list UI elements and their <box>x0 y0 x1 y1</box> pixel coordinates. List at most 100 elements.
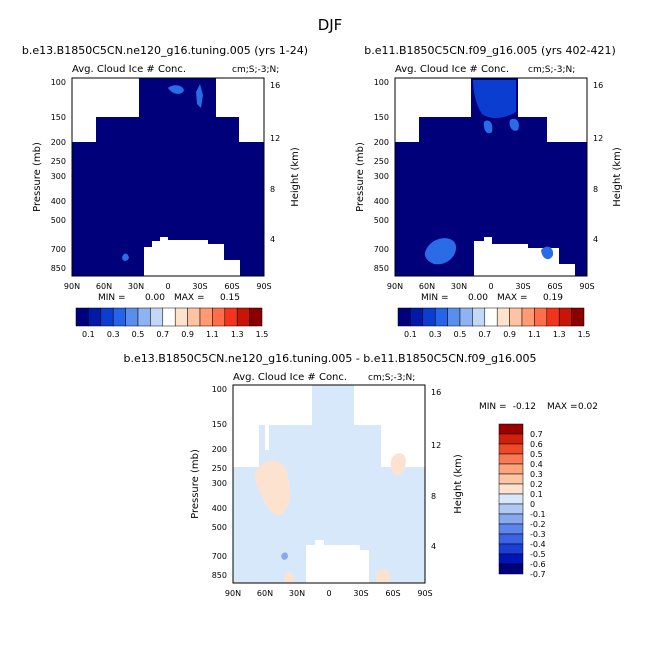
colorbar-2-label: 0.1 <box>404 330 417 339</box>
panel-3-xtick-7: 90S <box>417 589 432 598</box>
colorbar-2-box <box>496 307 510 327</box>
plot-3-frame <box>232 384 426 584</box>
panel-1-y2label: Height (km) <box>290 147 301 207</box>
colorbar-1-box <box>187 307 201 327</box>
colorbar-2-box <box>459 307 473 327</box>
colorbar-3-box <box>498 443 524 455</box>
colorbar-2-box <box>484 307 498 327</box>
colorbar-1-label: 1.5 <box>256 330 269 339</box>
panel-2-xtick-6: 60S <box>547 282 562 291</box>
panel-2-ytick-6: 400 <box>374 197 389 206</box>
colorbar-2-label: 1.1 <box>528 330 541 339</box>
panel-1-xtick-4: 0 <box>165 282 170 291</box>
colorbar-1-box <box>174 307 188 327</box>
panel-3-max-label: MAX = <box>547 402 578 412</box>
panel-1-minmax: MIN = 0.00 MAX = 0.15 <box>98 293 240 303</box>
panel-1-ytick-5: 300 <box>51 172 66 181</box>
panel-3-ytick-4: 250 <box>212 464 227 473</box>
panel-2-ylabel: Pressure (mb) <box>355 142 366 212</box>
panel-2-minmax: MIN = 0.00 MAX = 0.19 <box>421 293 563 303</box>
panel-3-field <box>232 384 426 584</box>
panel-3-y2tick-4: 4 <box>431 542 436 551</box>
panel-2-detail-top-3 <box>509 118 519 131</box>
colorbar-3-box <box>498 453 524 465</box>
colorbar-3-box <box>498 493 524 505</box>
colorbar-3-label: 0.7 <box>530 430 543 439</box>
panel-1-xtick-5: 30S <box>192 282 207 291</box>
panel-1-y2tick-1: 16 <box>270 81 280 90</box>
colorbar-1-label: 0.3 <box>107 330 120 339</box>
panel-2-y2-ticks: 16 12 8 4 <box>593 81 603 244</box>
panel-2-xtick-4: 0 <box>488 282 493 291</box>
colorbar-3-label: 0.4 <box>530 460 543 469</box>
panel-1-ytick-3: 200 <box>51 138 66 147</box>
panel-1: b.e13.B1850C5CN.ne120_g16.tuning.005 (yr… <box>22 44 308 339</box>
colorbar-3-label: -0.7 <box>530 570 546 579</box>
panel-3-field-shape <box>233 385 425 583</box>
panel-2-ytick-9: 850 <box>374 264 389 273</box>
colorbar-3-box <box>498 533 524 545</box>
colorbar-1-box <box>236 307 250 327</box>
colorbar-2-label: 1.3 <box>553 330 566 339</box>
panel-3-y2-ticks: 16 12 8 4 <box>431 388 441 551</box>
panel-1-ytick-4: 250 <box>51 157 66 166</box>
panel-1-y2-ticks: 16 12 8 4 <box>270 81 280 244</box>
panel-2-ytick-2: 150 <box>374 113 389 122</box>
panel-2-y2tick-4: 4 <box>593 235 598 244</box>
colorbar-1-box <box>112 307 126 327</box>
panel-2-ytick-4: 250 <box>374 157 389 166</box>
panel-1-max-value: 0.15 <box>220 293 240 303</box>
colorbar-2-box <box>509 307 523 327</box>
panel-2-xtick-3: 30N <box>451 282 467 291</box>
panel-2-xtick-7: 90S <box>579 282 594 291</box>
panel-3-max-value: 0.02 <box>578 402 598 412</box>
colorbar-1-box <box>137 307 151 327</box>
colorbar-1-label: 1.1 <box>206 330 219 339</box>
panel-1-y2tick-3: 8 <box>270 185 275 194</box>
colorbar-2-box <box>571 307 585 327</box>
colorbar-2-box <box>434 307 448 327</box>
panel-1-detail-low <box>122 253 129 261</box>
colorbar-3-box <box>498 523 524 535</box>
panel-1-xtick-2: 60N <box>96 282 112 291</box>
colorbar-3-label: 0.5 <box>530 450 543 459</box>
colorbar-2-box <box>558 307 572 327</box>
colorbar-2-box <box>397 307 411 327</box>
colorbar-3-label: -0.2 <box>530 520 546 529</box>
panel-2-min-label: MIN = <box>421 293 449 303</box>
panel-2-detail-top-2 <box>483 120 493 134</box>
panel-2-ytick-7: 500 <box>374 216 389 225</box>
panel-2-y2tick-2: 12 <box>593 134 603 143</box>
panel-1-xtick-3: 30N <box>128 282 144 291</box>
colorbar-1-box <box>88 307 102 327</box>
panel-1-ytick-2: 150 <box>51 113 66 122</box>
colorbar-3-label: 0 <box>530 500 535 509</box>
panel-3-min-value: -0.12 <box>513 402 536 412</box>
panel-3-ytick-6: 400 <box>212 504 227 513</box>
colorbar-2-box <box>521 307 535 327</box>
colorbar-2-box <box>410 307 424 327</box>
colorbar-3-box <box>498 433 524 445</box>
panel-3-ytick-8: 700 <box>212 552 227 561</box>
panel-2-y2tick-3: 8 <box>593 185 598 194</box>
colorbar-3-box <box>498 553 524 565</box>
colorbar-2-box <box>422 307 436 327</box>
panel-1-colorbar: 0.1 0.3 0.5 0.7 0.9 1.1 1.3 1.5 <box>75 307 269 339</box>
panel-2-colorbar: 0.1 0.3 0.5 0.7 0.9 1.1 1.3 1.5 <box>397 307 590 339</box>
panel-3-minmax: MIN = -0.12 MAX = 0.02 <box>479 402 598 412</box>
figure-title: DJF <box>318 16 343 34</box>
panel-3-xtick-6: 60S <box>385 589 400 598</box>
panel-2-subtitle: Avg. Cloud Ice # Conc. <box>395 64 509 75</box>
panel-2: b.e11.B1850C5CN.f09_g16.005 (yrs 402-421… <box>355 44 623 339</box>
panel-2-detail-top <box>473 80 516 119</box>
panel-3-xtick-4: 0 <box>326 589 331 598</box>
colorbar-2-label: 0.3 <box>429 330 442 339</box>
panel-1-title: b.e13.B1850C5CN.ne120_g16.tuning.005 (yr… <box>22 44 308 57</box>
panel-3-y2tick-1: 16 <box>431 388 441 397</box>
colorbar-1-box <box>162 307 176 327</box>
panel-2-ytick-5: 300 <box>374 172 389 181</box>
colorbar-3-label: 0.6 <box>530 440 543 449</box>
colorbar-2-box <box>534 307 548 327</box>
panel-1-xtick-7: 90S <box>256 282 271 291</box>
